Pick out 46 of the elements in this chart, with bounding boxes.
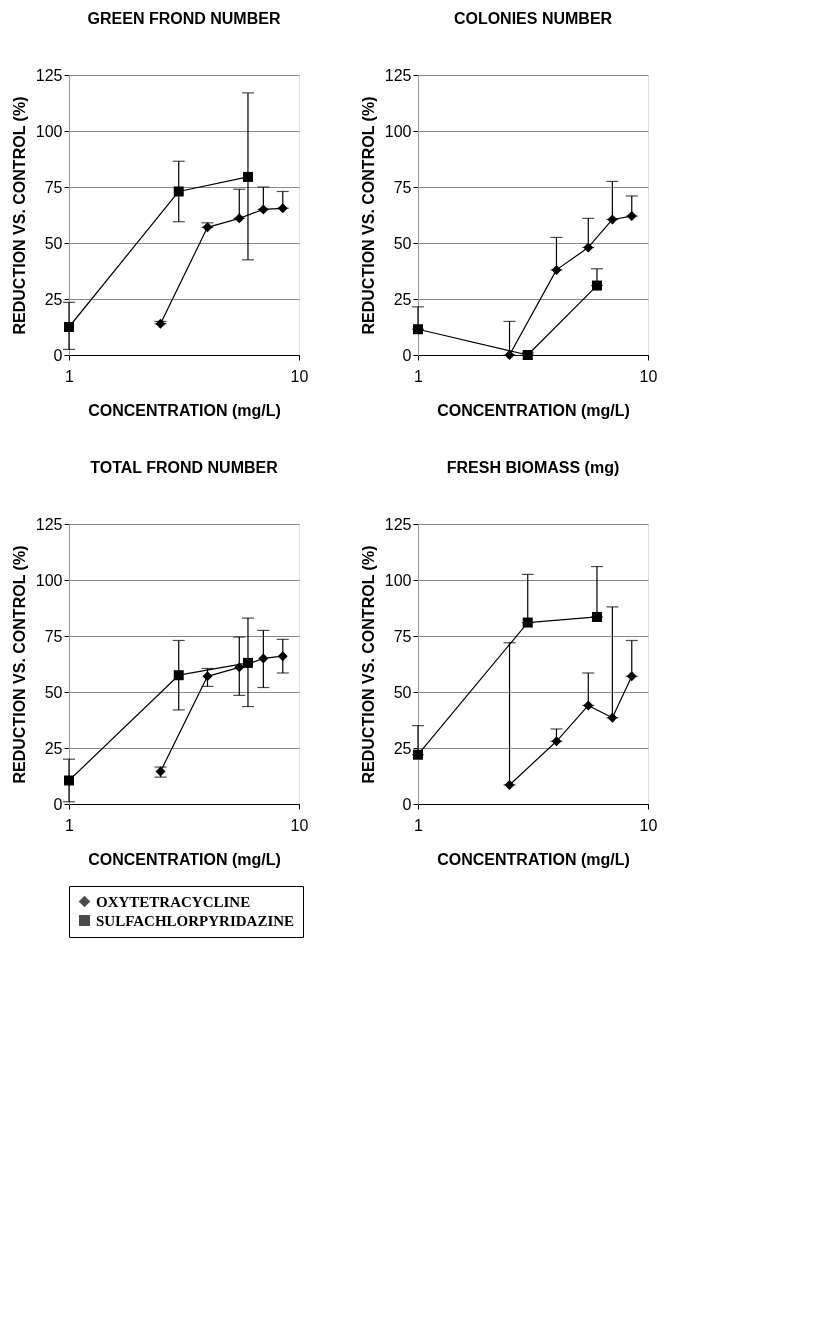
y-tick-label: 125 [35, 515, 63, 533]
y-tick-label: 100 [35, 122, 63, 140]
x-axis-title: CONCENTRATION (mg/L) [437, 850, 630, 868]
y-tick-label: 25 [393, 739, 412, 757]
y-tick-label: 100 [35, 571, 63, 589]
y-tick-label: 25 [44, 290, 63, 308]
y-tick-label: 50 [44, 234, 63, 252]
x-tick-label: 1 [414, 367, 424, 385]
x-tick-label: 10 [639, 367, 658, 385]
x-tick-label: 10 [290, 816, 309, 834]
chart-title: COLONIES NUMBER [453, 10, 613, 27]
y-axis-title: REDUCTION VS. CONTROL (%) [10, 96, 28, 335]
y-tick-label: 50 [393, 234, 412, 252]
legend-label: SULFACHLORPYRIDAZINE [96, 912, 295, 929]
y-axis-title: REDUCTION VS. CONTROL (%) [10, 545, 28, 784]
y-tick-label: 100 [384, 571, 412, 589]
x-tick-label: 10 [639, 816, 658, 834]
y-tick-label: 0 [402, 795, 412, 813]
y-tick-label: 100 [384, 122, 412, 140]
x-axis-title: CONCENTRATION (mg/L) [88, 850, 281, 868]
x-tick-label: 10 [290, 367, 309, 385]
y-tick-label: 75 [393, 627, 412, 645]
y-tick-label: 0 [53, 346, 63, 364]
y-tick-label: 75 [44, 178, 63, 196]
y-tick-label: 75 [44, 627, 63, 645]
x-axis-title: CONCENTRATION (mg/L) [437, 401, 630, 419]
chart-title: FRESH BIOMASS (mg) [446, 459, 620, 476]
x-tick-label: 1 [65, 816, 75, 834]
y-tick-label: 25 [393, 290, 412, 308]
y-tick-label: 50 [44, 683, 63, 701]
y-tick-label: 125 [384, 515, 412, 533]
y-tick-label: 125 [384, 66, 412, 84]
y-tick-label: 75 [393, 178, 412, 196]
x-tick-label: 1 [65, 367, 75, 385]
chart-title: TOTAL FROND NUMBER [90, 459, 279, 476]
y-axis-title: REDUCTION VS. CONTROL (%) [359, 96, 377, 335]
y-axis-title: REDUCTION VS. CONTROL (%) [359, 545, 377, 784]
x-axis-title: CONCENTRATION (mg/L) [88, 401, 281, 419]
y-tick-label: 125 [35, 66, 63, 84]
y-tick-label: 0 [402, 346, 412, 364]
y-tick-label: 25 [44, 739, 63, 757]
y-tick-label: 0 [53, 795, 63, 813]
y-tick-label: 50 [393, 683, 412, 701]
legend-label: OXYTETRACYCLINE [96, 893, 251, 910]
x-tick-label: 1 [414, 816, 424, 834]
chart-title: GREEN FROND NUMBER [87, 10, 281, 27]
